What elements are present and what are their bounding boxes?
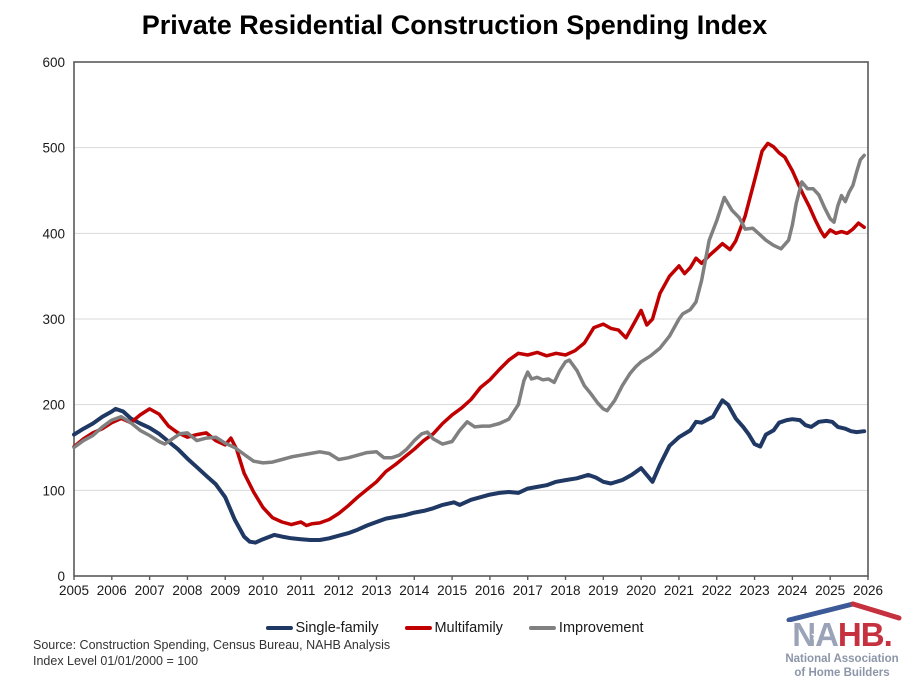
source-line-1: Source: Construction Spending, Census Bu… xyxy=(33,638,391,652)
nahb-logo: NAHB. ★ National Association of Home Bui… xyxy=(778,598,906,680)
source-line-2: Index Level 01/01/2000 = 100 xyxy=(33,653,199,668)
svg-text:2015: 2015 xyxy=(437,583,467,598)
svg-text:2014: 2014 xyxy=(399,583,430,598)
star-icon: ★ xyxy=(811,630,821,642)
single-family-line-swatch-icon xyxy=(265,626,293,630)
svg-text:2017: 2017 xyxy=(513,583,543,598)
svg-text:2009: 2009 xyxy=(210,583,240,598)
legend-item-multifamily: Multifamily xyxy=(404,620,503,636)
nahb-wordmark: NAHB. ★ xyxy=(778,618,906,651)
legend-label: Improvement xyxy=(558,620,644,636)
svg-text:400: 400 xyxy=(42,226,65,241)
legend-item-improvement: Improvement xyxy=(528,620,644,636)
svg-text:0: 0 xyxy=(57,569,65,584)
svg-text:2022: 2022 xyxy=(702,583,732,598)
svg-text:2023: 2023 xyxy=(740,583,770,598)
nahb-subtitle-line-1: National Association xyxy=(785,653,899,666)
chart-legend: Single-family Multifamily Improvement xyxy=(265,620,644,636)
svg-text:2026: 2026 xyxy=(853,583,883,598)
svg-text:2024: 2024 xyxy=(777,583,808,598)
nahb-roof-icon xyxy=(786,601,902,622)
svg-text:2016: 2016 xyxy=(475,583,505,598)
legend-item-single-family: Single-family xyxy=(265,620,378,636)
svg-text:300: 300 xyxy=(42,312,65,327)
nahb-wordmark-na: NA xyxy=(792,616,839,653)
svg-text:2012: 2012 xyxy=(324,583,354,598)
svg-text:2020: 2020 xyxy=(626,583,656,598)
svg-text:600: 600 xyxy=(42,55,65,70)
svg-text:2010: 2010 xyxy=(248,583,278,598)
svg-text:100: 100 xyxy=(42,483,65,498)
svg-text:2013: 2013 xyxy=(361,583,391,598)
svg-text:2018: 2018 xyxy=(551,583,581,598)
svg-text:2008: 2008 xyxy=(172,583,202,598)
svg-text:2021: 2021 xyxy=(664,583,694,598)
svg-text:2007: 2007 xyxy=(135,583,165,598)
legend-label: Multifamily xyxy=(434,620,503,636)
legend-label: Single-family xyxy=(295,620,379,636)
source-note: Source: Construction Spending, Census Bu… xyxy=(33,638,390,669)
svg-text:2006: 2006 xyxy=(97,583,127,598)
nahb-wordmark-hb: HB. xyxy=(837,616,893,653)
improvement-line-swatch-icon xyxy=(528,626,556,630)
svg-text:2025: 2025 xyxy=(815,583,845,598)
nahb-subtitle-line-2: of Home Builders xyxy=(794,666,890,679)
svg-text:200: 200 xyxy=(42,398,65,413)
multifamily-line-swatch-icon xyxy=(404,626,432,630)
svg-text:500: 500 xyxy=(42,141,65,156)
svg-text:2011: 2011 xyxy=(286,583,315,598)
nahb-subtitle: National Association of Home Builders xyxy=(778,653,906,680)
page-title: Private Residential Construction Spendin… xyxy=(141,10,768,40)
svg-text:2005: 2005 xyxy=(59,583,89,598)
svg-text:2019: 2019 xyxy=(588,583,618,598)
